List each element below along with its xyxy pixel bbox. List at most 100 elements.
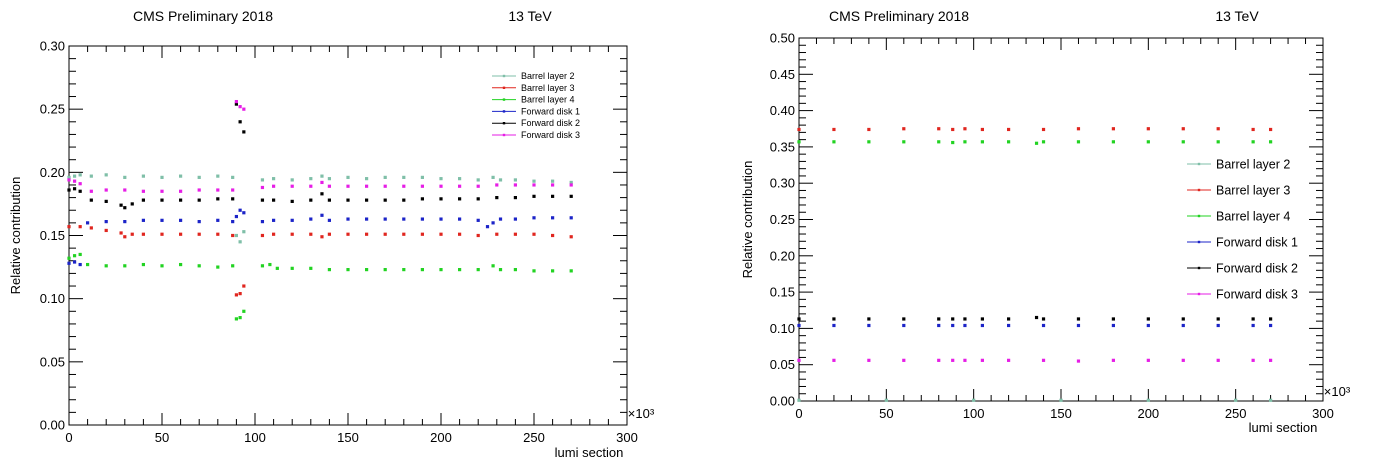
data-point — [1181, 140, 1185, 144]
data-point — [234, 317, 238, 321]
data-point — [569, 183, 573, 187]
data-point — [104, 173, 108, 177]
data-point — [498, 217, 503, 221]
data-point — [160, 189, 164, 193]
data-point — [78, 173, 82, 177]
data-point — [420, 232, 424, 236]
x-tick-label: 150 — [337, 430, 359, 445]
x-tick-label: 50 — [155, 430, 169, 445]
data-point — [1076, 359, 1081, 363]
data-point — [231, 197, 235, 201]
data-point — [383, 198, 387, 202]
legend-entry: Barrel layer 3 — [521, 83, 575, 93]
data-point — [797, 358, 801, 362]
data-point — [495, 183, 499, 187]
data-point — [963, 358, 967, 362]
y-tick-label: 0.45 — [770, 67, 795, 82]
data-point — [476, 184, 480, 188]
data-point — [1111, 323, 1115, 328]
data-point — [130, 232, 134, 236]
data-point — [884, 398, 888, 402]
data-point — [309, 266, 313, 270]
data-point — [476, 178, 480, 182]
data-point — [234, 102, 238, 106]
data-point — [141, 198, 145, 202]
data-point — [141, 262, 145, 267]
data-point — [327, 218, 331, 222]
data-point — [119, 231, 123, 235]
data-point — [260, 233, 265, 238]
data-point — [160, 232, 164, 236]
data-point — [242, 211, 246, 215]
data-point — [420, 175, 424, 179]
data-point — [420, 184, 424, 188]
data-point — [242, 230, 246, 234]
data-point — [160, 264, 164, 268]
x-axis-label: lumi section — [555, 445, 624, 460]
data-point — [902, 127, 906, 131]
data-point — [365, 198, 369, 202]
data-point — [346, 268, 350, 272]
data-point — [104, 220, 108, 224]
data-point — [234, 99, 238, 104]
legend-entry: Barrel layer 3 — [1216, 184, 1290, 198]
data-point — [458, 232, 462, 236]
data-point — [420, 217, 424, 221]
data-point — [260, 220, 265, 224]
data-point — [78, 182, 82, 186]
legend-entry: Forward disk 2 — [521, 118, 580, 128]
data-point — [551, 183, 555, 187]
data-point — [420, 197, 424, 201]
data-point — [383, 175, 387, 179]
data-point — [1234, 398, 1238, 402]
data-point — [231, 188, 235, 192]
data-point — [104, 264, 108, 268]
data-point — [1216, 323, 1220, 328]
data-point — [951, 323, 955, 328]
data-point — [238, 240, 242, 244]
data-point — [1251, 358, 1255, 362]
data-point — [309, 217, 313, 221]
series-barrel-layer-3 — [797, 127, 1273, 132]
data-point — [1111, 127, 1115, 131]
y-tick-label: 0.15 — [40, 228, 65, 243]
x-axis-label: lumi section — [1249, 420, 1318, 435]
y-tick-label: 0.20 — [40, 165, 65, 180]
data-point — [458, 177, 462, 181]
data-point — [402, 198, 406, 202]
data-point — [476, 268, 480, 272]
data-point — [797, 127, 801, 132]
data-point — [238, 292, 242, 296]
data-point — [980, 317, 984, 321]
data-point — [402, 184, 406, 188]
data-point — [67, 188, 71, 192]
data-point — [290, 199, 294, 203]
data-point — [476, 197, 480, 201]
data-point — [1216, 140, 1220, 144]
data-point — [275, 266, 279, 270]
data-point — [797, 398, 801, 402]
data-point — [290, 184, 294, 188]
data-point — [238, 105, 242, 109]
header-energy-label: 13 TeV — [508, 8, 552, 24]
data-point — [160, 218, 164, 222]
series-forward-disk-3 — [67, 99, 573, 193]
data-point — [485, 225, 490, 229]
legend: Barrel layer 2 Barrel layer 3 Barrel layer… — [492, 71, 580, 140]
data-point — [1007, 358, 1011, 362]
data-point — [130, 202, 134, 206]
data-point — [242, 107, 246, 111]
data-point — [513, 178, 517, 182]
data-point — [963, 140, 967, 144]
legend-entry: Forward disk 2 — [1216, 262, 1298, 276]
data-point — [231, 220, 235, 224]
data-point — [1251, 323, 1255, 328]
data-point — [179, 198, 183, 202]
x-tick-label: 0 — [795, 406, 802, 421]
y-tick-label: 0.30 — [40, 39, 65, 54]
data-point — [491, 175, 495, 179]
series-barrel-layer-2 — [797, 398, 1273, 402]
data-point — [238, 208, 242, 212]
y-tick-label: 0.20 — [770, 248, 795, 263]
